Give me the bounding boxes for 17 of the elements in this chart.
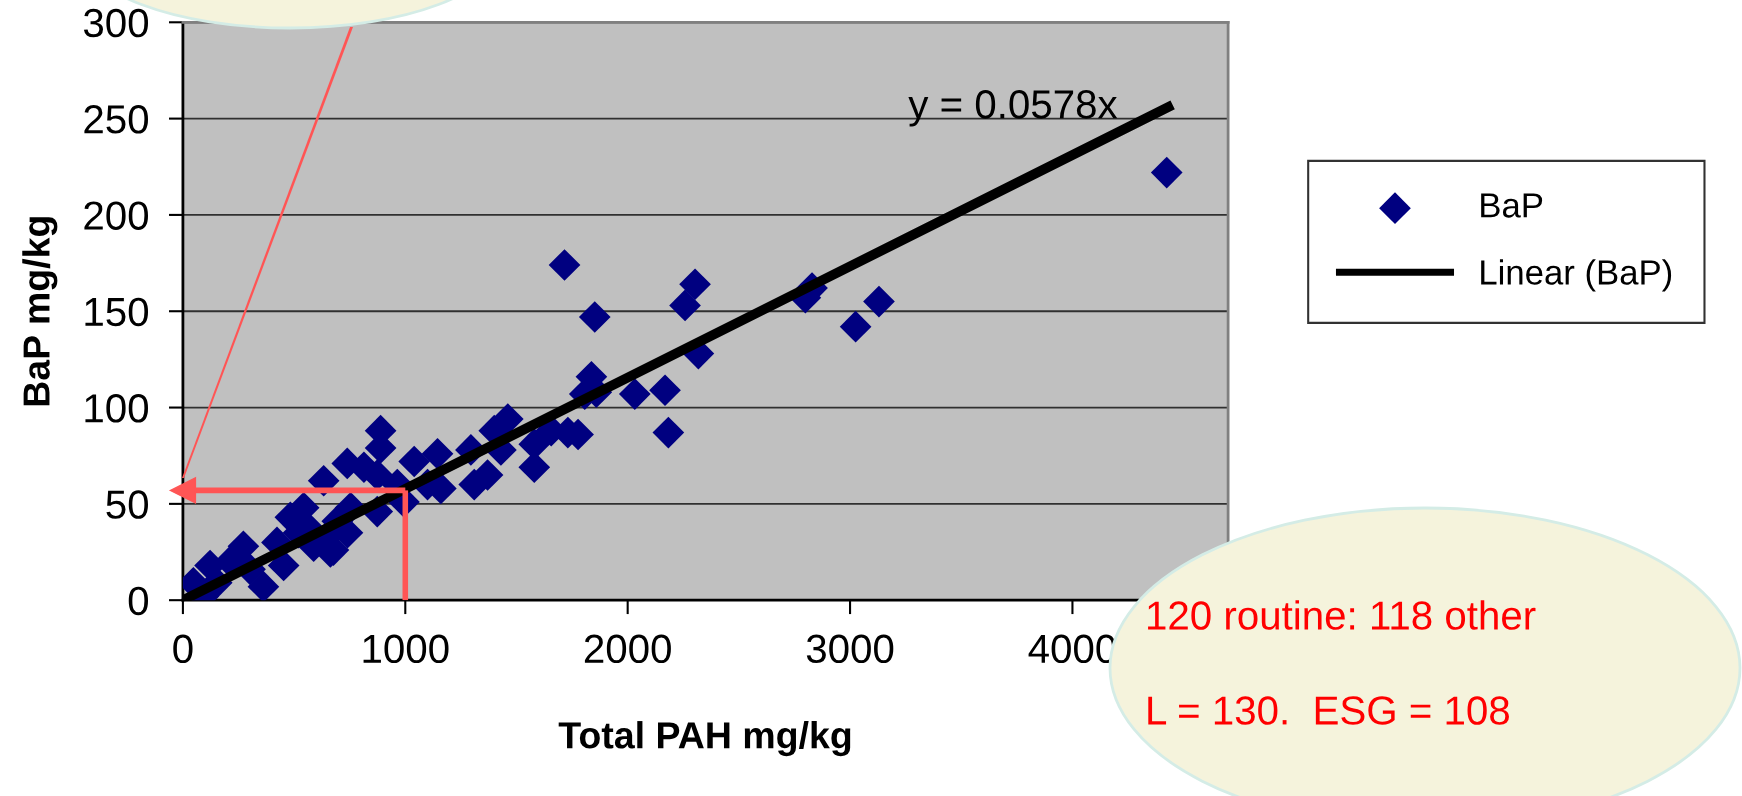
y-tick-label: 0 <box>128 586 148 616</box>
y-tick-label: 200 <box>84 201 149 230</box>
text: 120 routine: 118 other <box>1148 600 1536 630</box>
y-axis-title: BaP mg/kg <box>22 217 58 406</box>
x-axis-title: Total PAH mg/kg <box>558 721 851 757</box>
text: L = 130. ESG = 108 <box>1148 696 1509 725</box>
y-tick-label: 150 <box>85 297 149 327</box>
y-tick-label: 100 <box>85 394 149 423</box>
y-tick-label: 50 <box>106 490 149 519</box>
x-tick-label: 2000 <box>584 634 671 664</box>
y-tick-label: 300 <box>83 8 149 38</box>
y-tick-label: 250 <box>84 105 149 134</box>
legend-label: Linear (BaP) <box>1481 259 1672 292</box>
x-tick-label: 0 <box>173 634 193 664</box>
x-tick-label: 3000 <box>806 634 894 664</box>
legend-label: BaP <box>1481 193 1543 218</box>
x-tick-label: 1000 <box>363 634 449 664</box>
